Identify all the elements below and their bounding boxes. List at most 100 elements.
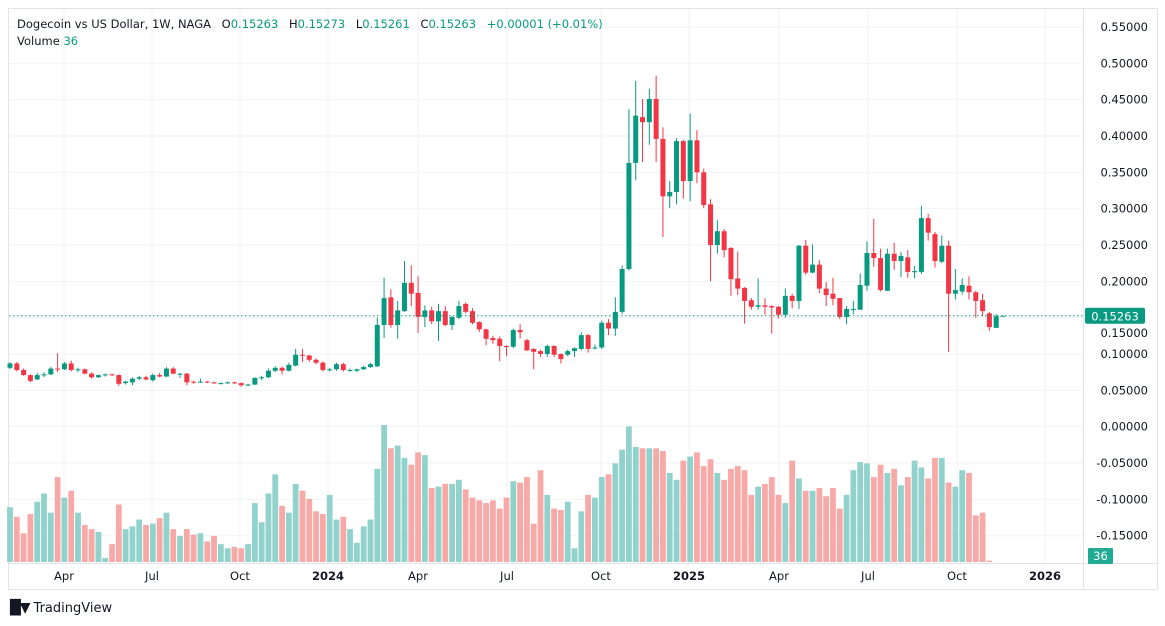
candle-down bbox=[204, 381, 210, 383]
candle-down bbox=[803, 245, 809, 273]
candle-down bbox=[517, 330, 523, 333]
candle-up bbox=[48, 368, 54, 375]
candle-down bbox=[21, 370, 27, 376]
change-value: +0.00001 (+0.01%) bbox=[486, 17, 603, 31]
volume-bar bbox=[585, 494, 592, 562]
volume-bar bbox=[904, 477, 911, 562]
candle-up bbox=[395, 310, 401, 325]
candle-up bbox=[898, 255, 904, 261]
candle-up bbox=[61, 363, 67, 370]
candle-up bbox=[850, 308, 856, 310]
candle-down bbox=[442, 311, 448, 325]
candle-up bbox=[633, 115, 639, 163]
candle-down bbox=[14, 363, 20, 371]
volume-bar bbox=[911, 460, 918, 562]
candle-down bbox=[694, 140, 700, 173]
volume-bar bbox=[415, 452, 421, 562]
candle-down bbox=[986, 313, 992, 328]
price-tick-label: 0.45000 bbox=[1100, 93, 1148, 107]
volume-bar bbox=[34, 501, 41, 562]
candle-down bbox=[143, 377, 149, 380]
candle-down bbox=[68, 363, 74, 371]
candle-down bbox=[191, 381, 197, 383]
candle-up bbox=[912, 271, 918, 273]
volume-bar bbox=[455, 479, 462, 562]
volume-bar bbox=[109, 544, 115, 562]
time-tick-label: 2025 bbox=[673, 569, 705, 583]
candle-down bbox=[184, 373, 190, 383]
close-value: 0.15263 bbox=[428, 17, 477, 31]
volume-bar bbox=[387, 448, 394, 562]
candle-up bbox=[367, 364, 373, 368]
tradingview-branding[interactable]: █▼ TradingView bbox=[10, 600, 112, 616]
volume-bar bbox=[612, 463, 619, 562]
price-tick-label: -0.15000 bbox=[1096, 529, 1148, 543]
volume-bar bbox=[476, 500, 483, 562]
candle-up bbox=[75, 369, 81, 371]
candle-down bbox=[299, 354, 305, 356]
time-tick-label: Oct bbox=[591, 569, 611, 583]
candle-down bbox=[980, 300, 986, 312]
candle-down bbox=[340, 364, 346, 371]
volume-bar bbox=[938, 457, 945, 562]
volume-label[interactable]: Volume bbox=[17, 34, 60, 48]
candle-up bbox=[626, 162, 632, 269]
candle-up bbox=[667, 191, 673, 197]
candle-down bbox=[973, 292, 979, 301]
candle-up bbox=[1000, 315, 1006, 317]
candle-down bbox=[762, 305, 768, 307]
volume-bar bbox=[449, 483, 455, 562]
volume-bar bbox=[891, 468, 898, 562]
volume-bar bbox=[680, 460, 687, 562]
volume-bar bbox=[408, 464, 415, 562]
candle-up bbox=[136, 377, 142, 379]
candle-down bbox=[776, 306, 782, 315]
volume-bar bbox=[428, 488, 435, 562]
candle-down bbox=[653, 98, 659, 139]
candle-up bbox=[796, 245, 802, 301]
candle-down bbox=[891, 253, 897, 261]
volume-bar bbox=[639, 448, 646, 562]
volume-bar bbox=[483, 503, 489, 562]
candle-up bbox=[993, 316, 999, 328]
volume-bar bbox=[469, 497, 476, 562]
volume-bar bbox=[578, 511, 585, 562]
volume-bar bbox=[762, 483, 768, 562]
candle-down bbox=[932, 234, 938, 261]
volume-value: 36 bbox=[63, 34, 79, 48]
time-tick-label: Apr bbox=[769, 569, 789, 583]
candle-down bbox=[463, 303, 469, 312]
volume-bar bbox=[524, 477, 530, 562]
low-value: 0.15261 bbox=[362, 17, 410, 31]
close-label: C bbox=[420, 17, 429, 31]
volume-bar bbox=[258, 522, 265, 562]
volume-bar bbox=[81, 525, 88, 562]
candle-up bbox=[449, 316, 455, 325]
volume-bar bbox=[326, 494, 333, 562]
symbol-title[interactable]: Dogecoin vs US Dollar, 1W, NAGA bbox=[17, 17, 212, 31]
volume-bar bbox=[626, 426, 632, 562]
volume-bar bbox=[564, 501, 571, 562]
volume-bar bbox=[741, 470, 748, 562]
volume-bar bbox=[734, 466, 741, 562]
price-tick-label: 0.15000 bbox=[1100, 326, 1148, 340]
volume-bar bbox=[544, 494, 551, 562]
volume-bar bbox=[687, 456, 694, 562]
candle-down bbox=[313, 359, 319, 363]
volume-bar bbox=[660, 451, 666, 562]
candle-up bbox=[265, 370, 271, 378]
price-tick-label: 0.55000 bbox=[1100, 20, 1148, 34]
candle-down bbox=[823, 288, 829, 296]
volume-bar bbox=[503, 497, 510, 562]
candle-up bbox=[245, 384, 251, 386]
candle-down bbox=[211, 382, 217, 384]
volume-bar bbox=[347, 529, 353, 562]
candle-down bbox=[837, 298, 843, 317]
candle-up bbox=[7, 363, 13, 368]
volume-bar bbox=[768, 477, 775, 562]
candle-down bbox=[469, 311, 475, 323]
candle-up bbox=[252, 377, 258, 385]
candle-up bbox=[259, 377, 265, 379]
candle-up bbox=[218, 383, 224, 385]
